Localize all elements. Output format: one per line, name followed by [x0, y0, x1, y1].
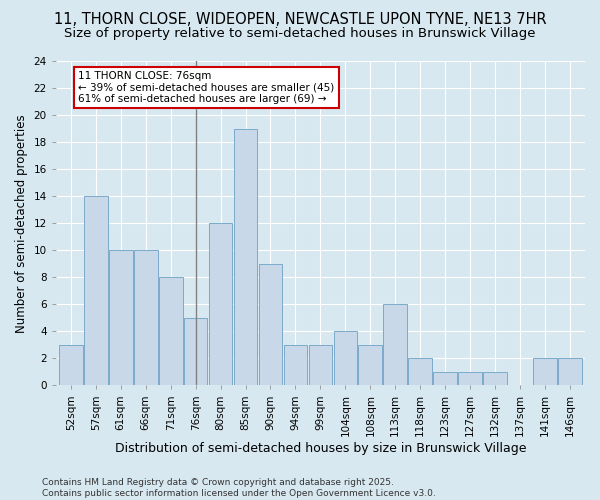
- Y-axis label: Number of semi-detached properties: Number of semi-detached properties: [15, 114, 28, 332]
- Bar: [209, 224, 232, 386]
- Bar: [109, 250, 133, 386]
- X-axis label: Distribution of semi-detached houses by size in Brunswick Village: Distribution of semi-detached houses by …: [115, 442, 526, 455]
- Bar: [84, 196, 107, 386]
- Bar: [533, 358, 557, 386]
- Bar: [433, 372, 457, 386]
- Bar: [383, 304, 407, 386]
- Bar: [233, 129, 257, 386]
- Bar: [134, 250, 158, 386]
- Text: Contains HM Land Registry data © Crown copyright and database right 2025.
Contai: Contains HM Land Registry data © Crown c…: [42, 478, 436, 498]
- Bar: [334, 332, 357, 386]
- Bar: [458, 372, 482, 386]
- Text: 11 THORN CLOSE: 76sqm
← 39% of semi-detached houses are smaller (45)
61% of semi: 11 THORN CLOSE: 76sqm ← 39% of semi-deta…: [78, 71, 335, 104]
- Bar: [409, 358, 432, 386]
- Text: 11, THORN CLOSE, WIDEOPEN, NEWCASTLE UPON TYNE, NE13 7HR: 11, THORN CLOSE, WIDEOPEN, NEWCASTLE UPO…: [53, 12, 547, 28]
- Bar: [159, 278, 182, 386]
- Bar: [558, 358, 582, 386]
- Text: Size of property relative to semi-detached houses in Brunswick Village: Size of property relative to semi-detach…: [64, 28, 536, 40]
- Bar: [358, 345, 382, 386]
- Bar: [284, 345, 307, 386]
- Bar: [59, 345, 83, 386]
- Bar: [308, 345, 332, 386]
- Bar: [259, 264, 283, 386]
- Bar: [184, 318, 208, 386]
- Bar: [483, 372, 507, 386]
